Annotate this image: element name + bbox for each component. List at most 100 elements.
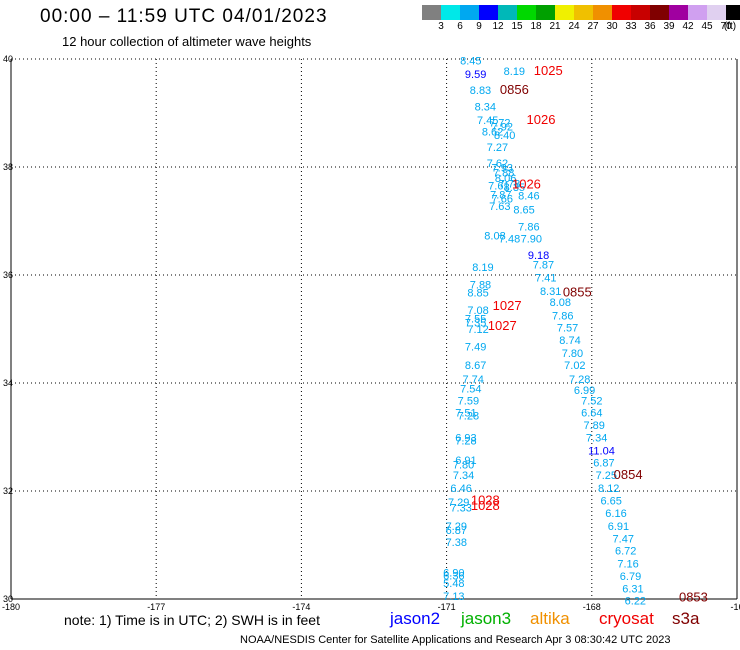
wave-height-label: 7.12 xyxy=(467,324,488,336)
wave-height-label: 6.64 xyxy=(581,407,602,419)
wave-height-label: 7.86 xyxy=(518,222,539,234)
wave-height-label: 7.28 xyxy=(569,374,590,386)
legend-tick-label: 39 xyxy=(663,21,675,32)
x-tick-label: -168 xyxy=(583,602,601,612)
wave-height-label: 7.52 xyxy=(581,396,602,408)
y-tick-label: 30 xyxy=(3,594,13,604)
y-tick-label: 34 xyxy=(3,378,13,388)
wave-height-label: 8.35 xyxy=(504,182,525,194)
wave-height-label: 7.92 xyxy=(492,121,513,133)
wave-height-label: 6.93 xyxy=(455,432,476,444)
wave-height-label: 6.22 xyxy=(625,595,646,607)
legend-color-cell xyxy=(669,5,688,20)
wave-height-label: 7.16 xyxy=(617,559,638,571)
wave-height-label: 8.46 xyxy=(518,190,539,202)
legend-color-cell xyxy=(498,5,517,20)
x-tick-label: -180 xyxy=(2,602,20,612)
x-tick-label: -16 xyxy=(730,602,740,612)
legend-color-cell xyxy=(574,5,593,20)
legend-color-cell xyxy=(517,5,536,20)
wave-height-label: 8.19 xyxy=(472,262,493,274)
wave-height-label: 6.91 xyxy=(608,521,629,533)
wave-height-label: 7.28 xyxy=(458,411,479,423)
wave-height-label: 7.66 xyxy=(492,194,513,206)
x-tick-label: -177 xyxy=(147,602,165,612)
legend-tick-label: 18 xyxy=(530,21,542,32)
wave-height-label: 6.31 xyxy=(622,584,643,596)
legend-color-cell xyxy=(650,5,669,20)
legend-color-cell xyxy=(536,5,555,20)
wave-height-label: 6.65 xyxy=(600,496,621,508)
pass-time-label: 1026 xyxy=(512,177,541,192)
legend-tick-label: 24 xyxy=(568,21,580,32)
wave-height-label: 7.41 xyxy=(535,272,556,284)
satellite-legend-cryosat: cryosat xyxy=(599,609,654,628)
wave-height-label: 7.49 xyxy=(465,342,486,354)
wave-height-label: 7.90 xyxy=(521,234,542,246)
legend-color-cell xyxy=(612,5,631,20)
wave-height-label: 6.90 xyxy=(443,567,464,579)
pass-time-label: 0853 xyxy=(679,590,708,605)
wave-height-label: 7.29 xyxy=(448,497,469,509)
legend-tick-label: 27 xyxy=(587,21,599,32)
wave-height-label: 7.51 xyxy=(455,407,476,419)
credit-line: NOAA/NESDIS Center for Satellite Applica… xyxy=(240,634,671,646)
wave-height-label: 7.08 xyxy=(467,305,488,317)
wave-height-label: 6.91 xyxy=(455,455,476,467)
pass-time-label: 1026 xyxy=(527,112,556,127)
wave-height-label: 7.62 xyxy=(487,158,508,170)
wave-height-label: 7.45 xyxy=(477,115,498,127)
wave-height-label: 7.55 xyxy=(465,314,486,326)
wave-height-label: 6.87 xyxy=(593,458,614,470)
wave-height-label: 7.86 xyxy=(552,310,573,322)
wave-height-label: 6.79 xyxy=(620,571,641,583)
legend-tick-label: 36 xyxy=(644,21,656,32)
satellite-legend-jason2: jason2 xyxy=(390,609,441,628)
satellite-legend-altika: altika xyxy=(530,609,570,628)
wave-height-label: 8.06 xyxy=(495,173,516,185)
wave-height-label: 7.47 xyxy=(613,533,634,545)
wave-height-label: 7.78 xyxy=(499,179,520,191)
wave-height-label: 7.25 xyxy=(596,470,617,482)
wave-height-label: 7.34 xyxy=(453,470,474,482)
wave-height-label: 8.67 xyxy=(465,360,486,372)
page-subtitle: 12 hour collection of altimeter wave hei… xyxy=(62,34,312,49)
wave-height-label: 7.13 xyxy=(443,591,464,603)
y-tick-label: 32 xyxy=(3,486,13,496)
legend-color-cell xyxy=(460,5,479,20)
wave-height-label: 11.04 xyxy=(588,445,615,457)
legend-tick-label: 45 xyxy=(701,21,713,32)
legend-color-cell xyxy=(593,5,612,20)
legend-tick-label: 42 xyxy=(682,21,694,32)
wave-height-label: 7.02 xyxy=(564,360,585,372)
wave-height-label: 7.74 xyxy=(463,374,484,386)
wave-height-label: 7.59 xyxy=(458,396,479,408)
satellite-legend-s3a: s3a xyxy=(672,609,700,628)
wave-height-label: 8.45 xyxy=(460,55,481,67)
legend-tick-label: 6 xyxy=(457,21,463,32)
wave-height-label: 7.89 xyxy=(584,420,605,432)
wave-height-label: 7.88 xyxy=(470,280,491,292)
wave-height-label: 6.16 xyxy=(605,508,626,520)
y-tick-label: 38 xyxy=(3,162,13,172)
legend-color-cell xyxy=(688,5,707,20)
legend-color-cell xyxy=(479,5,498,20)
legend-color-cell xyxy=(441,5,460,20)
wave-height-label: 7.72 xyxy=(489,118,510,130)
wave-height-label: 7.63 xyxy=(489,201,510,213)
x-tick-label: -171 xyxy=(438,602,456,612)
legend-tick-label: 12 xyxy=(492,21,504,32)
legend-tick-label: 15 xyxy=(511,21,523,32)
legend-color-cell xyxy=(631,5,650,20)
satellite-legend-jason3: jason3 xyxy=(461,609,512,628)
wave-height-label: 7.29 xyxy=(446,521,467,533)
wave-height-label: 7.48 xyxy=(499,234,520,246)
wave-height-label: 7.87 xyxy=(533,260,554,272)
wave-height-label: 7.54 xyxy=(460,384,481,396)
legend-tick-label: (ft) xyxy=(723,21,737,32)
wave-height-label: 7.27 xyxy=(487,142,508,154)
wave-height-label: 8.62 xyxy=(482,127,503,139)
y-tick-label: 40 xyxy=(3,54,13,64)
footer-note: note: 1) Time is in UTC; 2) SWH is in fe… xyxy=(64,612,320,628)
